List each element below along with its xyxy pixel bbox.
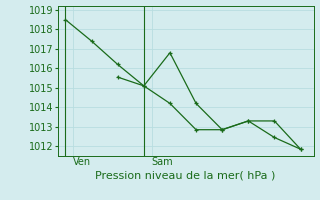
X-axis label: Pression niveau de la mer( hPa ): Pression niveau de la mer( hPa ): [95, 170, 276, 180]
